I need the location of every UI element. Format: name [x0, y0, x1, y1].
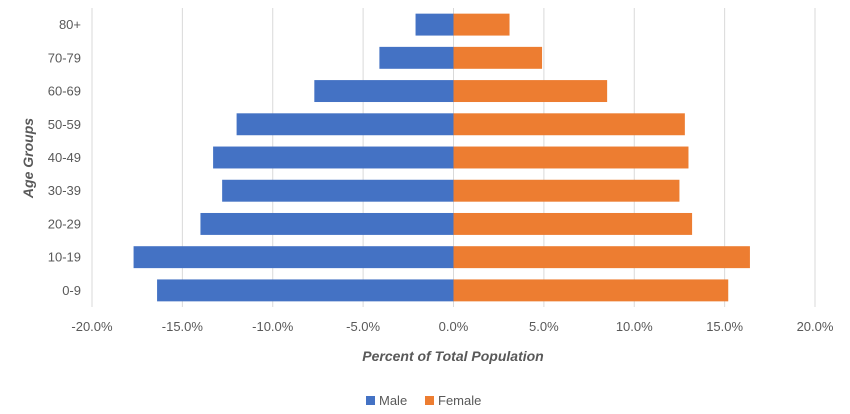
x-tick-label: -15.0%	[162, 319, 204, 334]
bar-female-10-19	[453, 246, 750, 269]
bar-male-40-49	[213, 146, 454, 169]
legend-label-male: Male	[379, 393, 407, 408]
y-tick-label: 80+	[59, 17, 81, 32]
bar-female-30-39	[453, 179, 680, 202]
bar-male-20-29	[200, 212, 454, 235]
x-tick-label: -10.0%	[252, 319, 294, 334]
x-tick-label: 0.0%	[439, 319, 469, 334]
y-tick-labels: 0-9 10-19 20-29 30-39 40-49 50-59 60-69 70-79 80…	[48, 17, 81, 298]
y-tick-label: 60-69	[48, 84, 81, 99]
legend: Male Female	[366, 393, 481, 408]
y-tick-label: 40-49	[48, 150, 81, 165]
bar-male-70-79	[379, 46, 454, 69]
bar-female-80+	[453, 13, 510, 36]
x-tick-label: 5.0%	[529, 319, 559, 334]
bar-female-0-9	[453, 279, 729, 302]
bar-male-50-59	[236, 113, 454, 136]
y-axis-title: Age Groups	[20, 118, 36, 199]
bar-female-50-59	[453, 113, 685, 136]
x-axis-title: Percent of Total Population	[362, 348, 544, 364]
y-tick-label: 70-79	[48, 50, 81, 65]
bar-female-40-49	[453, 146, 689, 169]
bar-male-80+	[415, 13, 454, 36]
bar-female-60-69	[453, 80, 608, 103]
y-tick-label: 10-19	[48, 250, 81, 265]
bar-male-30-39	[222, 179, 454, 202]
legend-swatch-male	[366, 396, 375, 405]
x-tick-label: 10.0%	[616, 319, 653, 334]
bar-male-60-69	[314, 80, 454, 103]
bar-female-20-29	[453, 212, 693, 235]
bars	[133, 13, 750, 302]
bar-female-70-79	[453, 46, 543, 69]
y-tick-label: 20-29	[48, 216, 81, 231]
y-tick-label: 30-39	[48, 183, 81, 198]
x-tick-labels: -20.0% -15.0% -10.0% -5.0% 0.0% 5.0% 10.0% 15.0…	[71, 319, 833, 334]
x-tick-label: 20.0%	[797, 319, 834, 334]
y-tick-label: 0-9	[62, 283, 81, 298]
x-tick-label: 15.0%	[706, 319, 743, 334]
legend-swatch-female	[425, 396, 434, 405]
legend-label-female: Female	[438, 393, 481, 408]
x-tick-label: -20.0%	[71, 319, 113, 334]
y-tick-label: 50-59	[48, 117, 81, 132]
x-tick-label: -5.0%	[346, 319, 380, 334]
bar-male-0-9	[157, 279, 454, 302]
bar-male-10-19	[133, 246, 454, 269]
